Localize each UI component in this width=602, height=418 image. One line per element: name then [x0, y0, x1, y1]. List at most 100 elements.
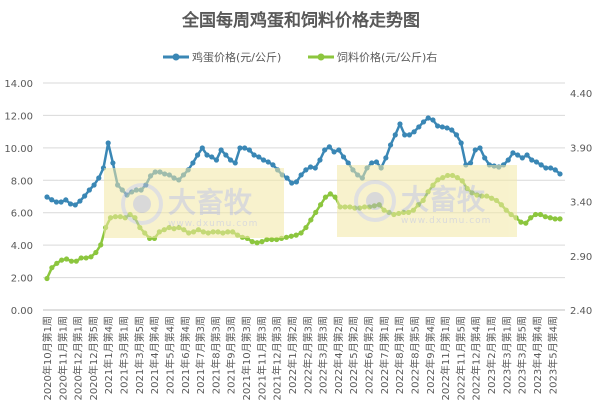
legend-item-feed[interactable]: 饲料价格(元/公斤)右	[308, 50, 437, 64]
data-point	[68, 258, 75, 264]
x-tick-label: 2021年10月第3周	[240, 316, 253, 401]
data-point	[237, 145, 243, 151]
data-point	[242, 145, 248, 151]
data-point	[482, 155, 488, 161]
data-point	[44, 275, 50, 282]
left-tick-label: 6.00	[11, 209, 33, 220]
data-point	[83, 255, 89, 261]
data-point	[528, 215, 534, 221]
data-point	[44, 194, 50, 200]
data-point	[532, 211, 539, 218]
data-point	[58, 199, 64, 205]
data-point	[88, 254, 94, 260]
data-point	[402, 132, 408, 138]
data-point	[327, 191, 333, 197]
x-tick-label: 2022年7月第1周	[378, 316, 391, 394]
x-tick-label: 2022年2月第3周	[301, 316, 314, 394]
left-tick-label: 2.00	[11, 274, 33, 285]
data-point	[397, 121, 403, 127]
data-point	[288, 233, 294, 239]
x-tick-label: 2022年6月第2周	[363, 316, 376, 394]
x-tick-label: 2023年2月第1周	[485, 316, 498, 394]
svg-text:大畜牧: 大畜牧	[401, 183, 486, 216]
x-tick-label: 2020年12月第5周	[87, 316, 100, 401]
left-tick-label: 8.00	[11, 176, 33, 187]
data-point	[369, 160, 375, 166]
x-tick-label: 2021年1月第4周	[102, 316, 115, 394]
left-tick-label: 14.00	[4, 79, 33, 90]
data-point	[313, 209, 319, 215]
x-tick-label: 2020年11月第1周	[56, 316, 69, 401]
data-point	[67, 201, 74, 207]
data-point	[274, 236, 280, 243]
data-point	[213, 157, 220, 163]
left-tick-label: 4.00	[11, 241, 33, 252]
data-point	[49, 197, 55, 203]
data-point	[552, 216, 558, 222]
x-tick-label: 2020年12月第1周	[72, 316, 85, 401]
data-point	[552, 167, 558, 173]
x-tick-label: 2022年3月第3周	[317, 316, 330, 394]
data-point	[373, 159, 380, 165]
data-point	[518, 219, 524, 225]
data-point	[425, 115, 431, 121]
data-point	[293, 179, 300, 185]
data-point	[298, 172, 304, 178]
left-tick-label: 12.00	[4, 111, 33, 122]
data-point	[204, 152, 210, 158]
data-point	[190, 160, 196, 166]
x-tick-label: 2021年3月第1周	[118, 316, 131, 394]
x-tick-label: 2022年11月第1周	[439, 316, 452, 401]
data-point	[82, 193, 88, 199]
x-tick-label: 2021年9月第3周	[225, 316, 238, 394]
data-point	[336, 147, 342, 153]
data-point	[533, 159, 540, 165]
data-point	[467, 160, 474, 166]
data-point	[453, 132, 460, 138]
svg-text:大畜牧: 大畜牧	[168, 186, 253, 219]
x-tick-label: 2022年5月第2周	[347, 316, 360, 394]
right-axis: 2.40 2.90 3.40 3.90 4.40	[570, 89, 592, 317]
x-tick-label: 2022年1月第2周	[286, 316, 299, 394]
x-tick-label: 2021年11月第3周	[255, 316, 268, 401]
data-point	[318, 202, 324, 208]
x-tick-label: 2023年3月第1周	[500, 316, 513, 394]
legend-item-egg[interactable]: 鸡蛋价格(元/公斤)	[163, 50, 281, 64]
data-point	[547, 165, 554, 171]
data-point	[289, 180, 295, 186]
data-point	[199, 145, 205, 151]
data-point	[298, 230, 304, 236]
data-point	[435, 123, 441, 129]
data-point	[63, 197, 69, 203]
data-point	[78, 255, 84, 261]
svg-text:www.dxumu.com: www.dxumu.com	[168, 219, 258, 229]
data-point	[256, 154, 262, 160]
data-point	[312, 165, 318, 171]
x-tick-label: 2021年12月第3周	[271, 316, 284, 401]
chart-title: 全国每周鸡蛋和饲料价格走势图	[181, 10, 420, 31]
data-point	[510, 150, 516, 156]
right-tick-label: 4.40	[570, 89, 592, 100]
data-point	[249, 239, 255, 245]
data-point	[519, 155, 525, 161]
x-tick-label: 2022年8月第5周	[408, 316, 421, 394]
x-tick-label: 2021年6月第4周	[179, 316, 192, 394]
data-point	[557, 171, 563, 177]
data-point	[416, 124, 422, 130]
x-axis: 2020年10月第1周 2020年11月第1周 2020年12月第1周 2020年12…	[41, 316, 559, 401]
data-point	[439, 124, 445, 130]
data-point	[269, 236, 275, 243]
data-point	[523, 220, 529, 226]
x-tick-label: 2021年4月第4周	[148, 316, 161, 394]
data-point	[430, 117, 436, 123]
data-point	[345, 160, 351, 166]
data-point	[322, 147, 328, 153]
left-axis: 0.00 2.00 4.00 6.00 8.00 10.00 12.00 14.00	[4, 79, 33, 317]
data-point	[293, 232, 299, 238]
data-point	[246, 147, 252, 153]
left-tick-label: 10.00	[4, 144, 33, 155]
data-point	[444, 125, 450, 131]
